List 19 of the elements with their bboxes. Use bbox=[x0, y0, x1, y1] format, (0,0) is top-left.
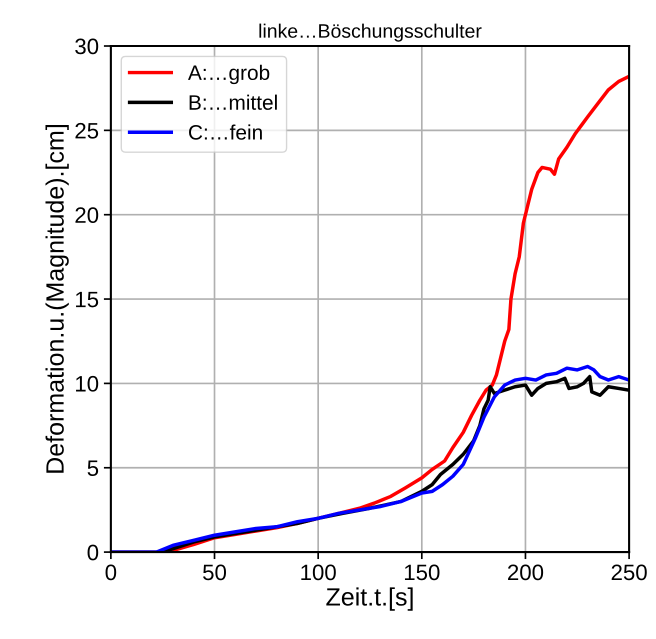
y-axis-title: Deformation.u.(Magnitude).[cm] bbox=[45, 125, 69, 473]
x-tick-label: 0 bbox=[106, 564, 116, 580]
y-tick-label: 0 bbox=[88, 544, 98, 560]
y-tick-label: 5 bbox=[88, 460, 98, 476]
legend-label: C:…fein bbox=[189, 124, 262, 140]
x-tick-label: 200 bbox=[508, 564, 544, 580]
x-tick-label: 50 bbox=[203, 564, 226, 580]
x-tick-label: 250 bbox=[612, 564, 647, 580]
legend-label: B:…mittel bbox=[190, 94, 277, 110]
y-tick-label: 25 bbox=[75, 122, 98, 139]
chart-title: linke…Böschungsschulter bbox=[259, 24, 482, 42]
legend-label: A:…grob bbox=[188, 64, 270, 84]
y-tick-label: 20 bbox=[75, 207, 98, 223]
y-tick-label: 30 bbox=[75, 38, 98, 54]
x-axis-title: Zeit.t.[s] bbox=[326, 587, 413, 611]
x-tick-label: 100 bbox=[301, 564, 336, 580]
x-tick-label: 150 bbox=[404, 564, 440, 580]
y-tick-label: 10 bbox=[76, 376, 98, 392]
y-tick-label: 15 bbox=[76, 292, 98, 308]
